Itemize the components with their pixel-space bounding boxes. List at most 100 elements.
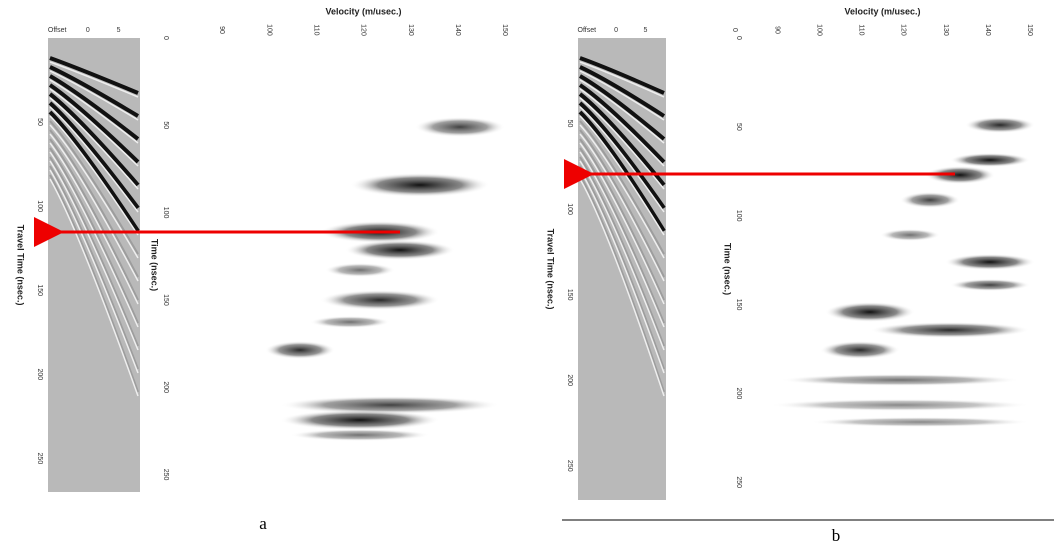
wavelet-light [49, 133, 139, 282]
wavelet [579, 74, 666, 141]
velocity-tick-label: 130 [407, 24, 414, 36]
travel-time-tick-label: 100 [566, 203, 573, 215]
velocity-label: Velocity (m/usec.) [325, 6, 401, 16]
gather-tick-label: Offset [48, 27, 67, 34]
time-tick-label: 50 [735, 123, 742, 131]
wavelet [579, 65, 666, 118]
wavelet [48, 101, 140, 210]
wavelet-light [579, 115, 665, 236]
semblance-peak [280, 410, 440, 430]
travel-time-tick-label: 150 [566, 289, 573, 301]
time-tick-label: 250 [735, 476, 742, 488]
gather-tick-label: 0 [86, 27, 90, 34]
semblance-peak [770, 399, 1030, 411]
gather-tick-label: 5 [644, 27, 648, 34]
time-tick-label: 250 [162, 469, 169, 481]
velocity-tick-label: 90 [773, 26, 780, 34]
wavelet-light [579, 79, 665, 144]
semblance-peak [820, 341, 900, 359]
wavelet-light [49, 151, 139, 328]
semblance-peak [780, 374, 1020, 386]
semblance-peak [945, 254, 1035, 270]
wavelet-light [579, 133, 665, 282]
velocity-tick-label: 130 [942, 24, 949, 36]
wavelet-light [49, 70, 139, 121]
wavelet-light [579, 106, 665, 213]
wavelet-light [49, 97, 139, 190]
travel-time-tick-label: 150 [36, 284, 43, 296]
wavelet [48, 110, 140, 233]
semblance-peak [870, 322, 1030, 338]
velocity-tick-label: 100 [815, 24, 822, 36]
wavelet [49, 129, 139, 278]
wavelet [579, 120, 665, 255]
velocity-tick-label: 120 [360, 24, 367, 36]
wavelet [49, 156, 139, 347]
travel-time-tick-label: 200 [36, 368, 43, 380]
velocity-tick-label: 150 [1026, 24, 1033, 36]
travel-time-tick-label: 50 [566, 120, 573, 128]
travel-time-tick-label: 100 [36, 200, 43, 212]
time-tick-label: 200 [735, 388, 742, 400]
wavelet [49, 138, 139, 301]
wavelet [49, 56, 139, 95]
velocity-tick-label: 100 [265, 24, 272, 36]
panel-caption: a [259, 514, 267, 533]
semblance-peak [320, 290, 440, 310]
wavelet [579, 147, 665, 324]
travel-time-label: Travel Time (nsec.) [546, 229, 556, 310]
wavelet [578, 110, 666, 233]
travel-time-tick-label: 250 [566, 460, 573, 472]
gather-tick-label: 5 [117, 27, 121, 34]
semblance-peak [810, 417, 1030, 427]
travel-time-tick-label: 50 [36, 118, 43, 126]
velocity-label: Velocity (m/usec.) [844, 6, 920, 16]
wavelet-light [49, 106, 139, 213]
wavelet-light [49, 142, 139, 305]
time-tick-label: 200 [162, 381, 169, 393]
wavelet-light [579, 142, 665, 305]
velocity-tick-label: 150 [501, 24, 508, 36]
semblance-peak [415, 117, 505, 137]
wavelet-light [49, 115, 139, 236]
panel-caption: b [832, 526, 841, 545]
wavelet-light [49, 169, 139, 374]
travel-time-label: Travel Time (nsec.) [16, 225, 26, 306]
wavelet [48, 92, 140, 187]
wavelet-light [49, 160, 139, 351]
wavelet-light [49, 88, 139, 167]
wavelet [578, 83, 666, 164]
time-tick-label: 150 [162, 294, 169, 306]
time-tick-label: 150 [735, 299, 742, 311]
time-label: Time (nsec.) [150, 239, 160, 291]
velocity-tick-label: 140 [984, 24, 991, 36]
wavelet-light [49, 178, 139, 397]
semblance-peak [825, 302, 915, 322]
semblance-peak [965, 117, 1035, 133]
velocity-tick-label: 0 [731, 28, 738, 32]
semblance-peak [345, 240, 455, 260]
wavelet [49, 165, 139, 370]
wavelet [49, 147, 139, 324]
semblance-peak [280, 396, 500, 414]
wavelet [579, 174, 665, 393]
velocity-tick-label: 90 [218, 26, 225, 34]
gather-tick-label: Offset [578, 27, 597, 34]
time-tick-label: 50 [162, 121, 169, 129]
time-tick-label: 100 [162, 207, 169, 219]
wavelet-light [579, 178, 665, 397]
semblance-peak [350, 173, 490, 197]
wavelet-light [579, 61, 665, 98]
time-tick-label: 0 [162, 36, 169, 40]
travel-time-tick-label: 200 [566, 374, 573, 386]
semblance-peak [950, 153, 1030, 167]
semblance-peak [290, 429, 430, 441]
semblance-peak [950, 279, 1030, 291]
velocity-tick-label: 110 [858, 24, 865, 35]
velocity-tick-label: 140 [454, 24, 461, 36]
semblance-peak [325, 263, 395, 277]
wavelet-light [579, 88, 665, 167]
wavelet [49, 74, 140, 141]
wavelet [49, 65, 140, 118]
